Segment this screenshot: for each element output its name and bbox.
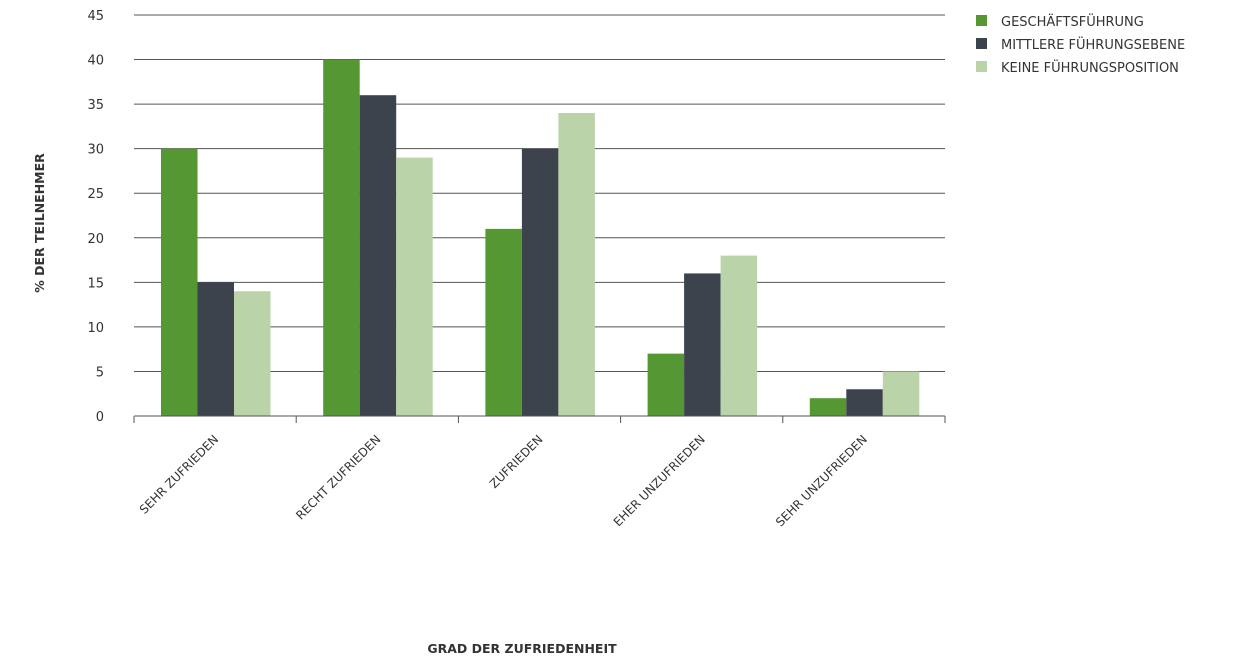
y-tick-label: 40: [87, 54, 104, 69]
y-tick-label: 25: [87, 187, 104, 202]
bar: [721, 256, 758, 416]
y-tick-label: 10: [87, 321, 104, 336]
y-tick-label: 15: [87, 276, 104, 291]
y-tick-label: 0: [96, 410, 104, 425]
category-label: ZUFRIEDEN: [487, 432, 546, 491]
legend-swatch: [976, 61, 987, 72]
category-label: RECHT ZUFRIEDEN: [293, 432, 383, 522]
bar: [396, 158, 433, 416]
x-axis: [134, 416, 945, 423]
legend-swatch: [976, 38, 987, 49]
y-tick-label: 5: [96, 365, 104, 380]
category-label: SEHR UNZUFRIEDEN: [773, 432, 870, 529]
x-axis-title: GRAD DER ZUFRIEDENHEIT: [427, 641, 617, 656]
bar: [883, 371, 920, 416]
y-axis-ticks: 0 5 10 15 20 25 30 35 40 45: [87, 9, 104, 425]
bar: [522, 149, 559, 416]
bar: [485, 229, 522, 416]
legend: GESCHÄFTSFÜHRUNG MITTLERE FÜHRUNGSEBENE KE…: [976, 13, 1185, 76]
bar: [684, 273, 721, 416]
y-tick-label: 45: [87, 9, 104, 24]
bar: [360, 95, 397, 416]
y-axis-title: % DER TEILNEHMER: [32, 153, 47, 293]
category-label: EHER UNZUFRIEDEN: [611, 432, 708, 529]
bar: [161, 149, 198, 416]
bar: [648, 354, 685, 416]
legend-label: GESCHÄFTSFÜHRUNG: [1001, 13, 1144, 30]
legend-label: MITTLERE FÜHRUNGSEBENE: [1001, 36, 1185, 53]
bar: [234, 291, 271, 416]
category-label: SEHR ZUFRIEDEN: [137, 432, 222, 517]
bar: [810, 398, 847, 416]
y-tick-label: 35: [87, 98, 104, 113]
bar: [198, 282, 235, 416]
bar: [323, 60, 360, 416]
legend-swatch: [976, 15, 987, 26]
y-tick-label: 20: [87, 232, 104, 247]
legend-label: KEINE FÜHRUNGSPOSITION: [1001, 59, 1179, 76]
bar: [846, 389, 883, 416]
category-labels: SEHR ZUFRIEDEN RECHT ZUFRIEDEN ZUFRIEDEN EH…: [137, 432, 870, 529]
y-tick-label: 30: [87, 143, 104, 158]
bar: [558, 113, 595, 416]
